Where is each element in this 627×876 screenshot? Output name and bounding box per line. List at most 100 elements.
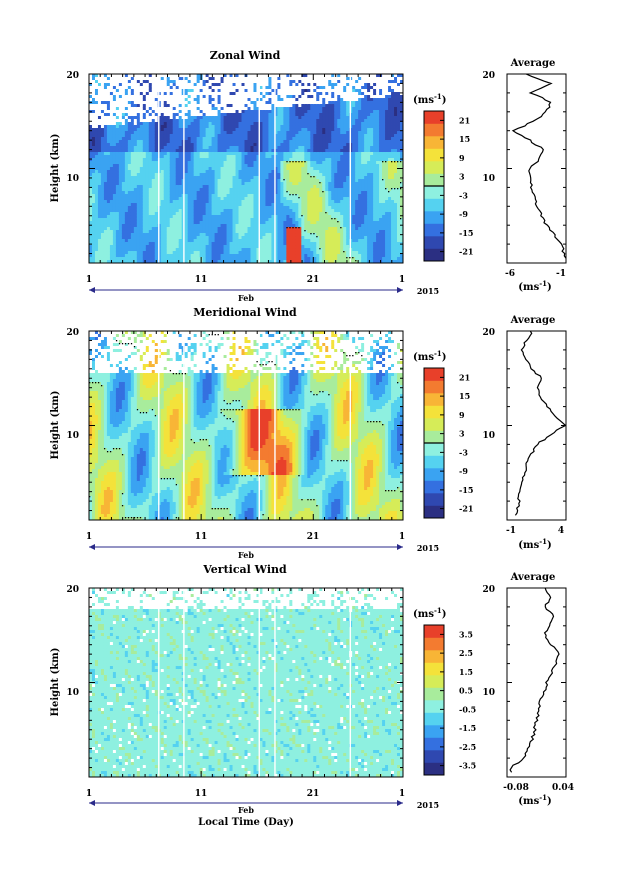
meridional-avg-unit: (ms-1) <box>518 537 551 551</box>
colorbar-segment <box>424 750 444 763</box>
colorbar-tick-label: 15 <box>459 391 470 401</box>
heatmap-cells <box>89 588 404 778</box>
data-gap <box>258 74 260 263</box>
vertical-colorbar: 3.5 2.5 1.5 0.5 -0.5 -1.5 -2.5 -3.5 <box>423 624 476 776</box>
zonal-xtick-1: 1 <box>86 275 92 285</box>
colorbar-tick-label: -3 <box>459 447 468 457</box>
vertical-avg-unit: (ms-1) <box>518 793 551 807</box>
panel-vertical-wind: Vertical Wind Height (km) 10 20 1 11 21 … <box>50 563 574 828</box>
colorbar-segment <box>424 223 444 237</box>
zonal-avg-xtick-right: -1 <box>556 269 566 279</box>
vertical-xtick-1: 1 <box>86 789 92 799</box>
panel-zonal-wind: Zonal Wind Height (km) 10 20 1 11 21 1 F… <box>50 49 567 303</box>
colorbar-tick-label: -1.5 <box>459 723 476 733</box>
colorbar-tick-label: 15 <box>459 134 470 144</box>
meridional-xtick-1b: 1 <box>399 532 405 542</box>
colorbar-segment <box>424 687 444 701</box>
colorbar-segment <box>424 368 444 381</box>
zonal-plot-frame <box>88 73 404 264</box>
profile-frame <box>506 73 567 264</box>
vertical-title: Vertical Wind <box>202 563 287 576</box>
colorbar-segment <box>424 405 444 419</box>
data-gap <box>158 331 160 520</box>
data-gap <box>183 331 185 520</box>
zonal-avg-unit: (ms-1) <box>518 279 551 293</box>
meridional-height-label: Height (km) <box>50 391 61 460</box>
vertical-avg-xtick-right: 0.04 <box>552 783 574 793</box>
colorbar-tick-label: -21 <box>459 247 473 257</box>
colorbar-tick-label: -21 <box>459 504 473 514</box>
meridional-title: Meridional Wind <box>193 306 297 319</box>
vertical-average-profile <box>506 587 567 778</box>
colorbar-tick-label: -3.5 <box>459 761 476 771</box>
colorbar-tick-label: -2.5 <box>459 742 476 752</box>
colorbar-segment <box>424 455 444 469</box>
meridional-heatmap <box>88 330 404 521</box>
heatmap-cells <box>89 74 404 264</box>
colorbar-segment <box>424 248 444 262</box>
colorbar-segment <box>424 493 444 506</box>
heatmap-cells <box>89 331 404 521</box>
colorbar-segment <box>424 637 444 651</box>
colorbar-tick-label: -15 <box>459 485 473 495</box>
colorbar-segment <box>424 443 444 456</box>
colorbar-segment <box>424 211 444 224</box>
colorbar-tick-label: 21 <box>459 115 470 125</box>
meridional-xtick-1: 1 <box>86 532 92 542</box>
colorbar-tick-label: 3.5 <box>459 629 473 639</box>
colorbar-segment <box>424 136 444 149</box>
colorbar-segment <box>424 393 444 406</box>
zonal-xtick-11: 11 <box>195 275 208 285</box>
colorbar-tick-label: -3 <box>459 190 468 200</box>
meridional-year-label: 2015 <box>417 543 439 553</box>
colorbar-segment <box>424 418 444 431</box>
data-gap <box>158 588 160 777</box>
meridional-avg-xtick-left: -1 <box>506 526 516 536</box>
meridional-cbar-unit: (ms-1) <box>413 349 446 363</box>
meridional-month-label: Feb <box>238 550 254 560</box>
data-gap <box>258 588 260 777</box>
data-gap <box>349 331 352 520</box>
colorbar-tick-label: 3 <box>459 172 465 182</box>
colorbar-segment <box>424 737 444 751</box>
colorbar-segment <box>424 650 444 663</box>
colorbar-tick-label: 1.5 <box>459 667 473 677</box>
zonal-year-label: 2015 <box>417 286 439 296</box>
zonal-title: Zonal Wind <box>210 49 281 62</box>
data-gap <box>258 331 260 520</box>
colorbar-tick-label: 2.5 <box>459 648 473 658</box>
colorbar-segment <box>424 468 444 481</box>
meridional-colorbar: 21 15 9 3 -3 -9 -15 -21 <box>423 367 473 519</box>
zonal-average-profile <box>506 73 567 264</box>
data-gap <box>274 74 276 263</box>
colorbar-segment <box>424 675 444 688</box>
zonal-colorbar: 21 15 9 3 -3 -9 -15 -21 <box>423 110 473 262</box>
colorbar-tick-label: -15 <box>459 228 473 238</box>
vertical-ytick-20: 20 <box>66 585 79 595</box>
colorbar-segment <box>424 725 444 738</box>
vertical-xtick-11: 11 <box>195 789 208 799</box>
meridional-avg-xtick-right: 4 <box>558 526 564 536</box>
colorbar-tick-label: 0.5 <box>459 686 473 696</box>
zonal-time-arrow <box>89 287 403 293</box>
colorbar-segment <box>424 662 444 676</box>
data-gap <box>158 74 160 263</box>
colorbar-segment <box>424 161 444 174</box>
colorbar-segment <box>424 762 444 776</box>
vertical-time-arrow <box>89 800 403 806</box>
vertical-avg-title: Average <box>510 572 556 583</box>
vertical-cbar-unit: (ms-1) <box>413 606 446 620</box>
colorbar-segment <box>424 505 444 519</box>
colorbar-segment <box>424 625 444 638</box>
zonal-month-label: Feb <box>238 293 254 303</box>
zonal-avg-xtick-left: -6 <box>505 269 515 279</box>
vertical-heatmap <box>88 587 404 778</box>
colorbar-segment <box>424 236 444 249</box>
local-time-axis-label: Local Time (Day) <box>198 817 294 828</box>
data-gap <box>274 588 276 777</box>
zero-contour <box>283 161 402 262</box>
zonal-xtick-21: 21 <box>307 275 320 285</box>
colorbar-segment <box>424 480 444 494</box>
vertical-plot-frame <box>88 587 404 778</box>
